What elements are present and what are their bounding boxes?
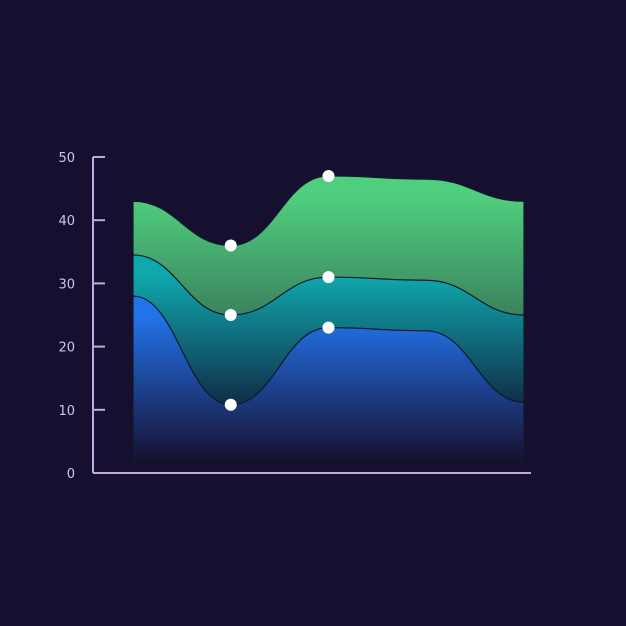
y-tick-label: 40 xyxy=(58,214,75,229)
y-tick-label: 20 xyxy=(58,341,75,356)
marker-middle-1 xyxy=(224,309,237,321)
marker-bottom-2 xyxy=(322,321,335,334)
area-layers xyxy=(132,175,525,463)
y-axis-ticks: 0 10 20 30 40 50 xyxy=(58,151,105,482)
marker-top-2 xyxy=(322,169,335,182)
marker-middle-2 xyxy=(322,271,335,284)
axes xyxy=(92,157,531,474)
marker-top-1 xyxy=(224,239,237,252)
y-tick-label: 50 xyxy=(58,151,75,166)
data-markers xyxy=(224,169,335,411)
y-tick-label: 10 xyxy=(58,404,75,419)
y-tick-label: 0 xyxy=(67,467,75,482)
y-tick-label: 30 xyxy=(58,277,75,292)
marker-bottom-1 xyxy=(224,398,237,411)
